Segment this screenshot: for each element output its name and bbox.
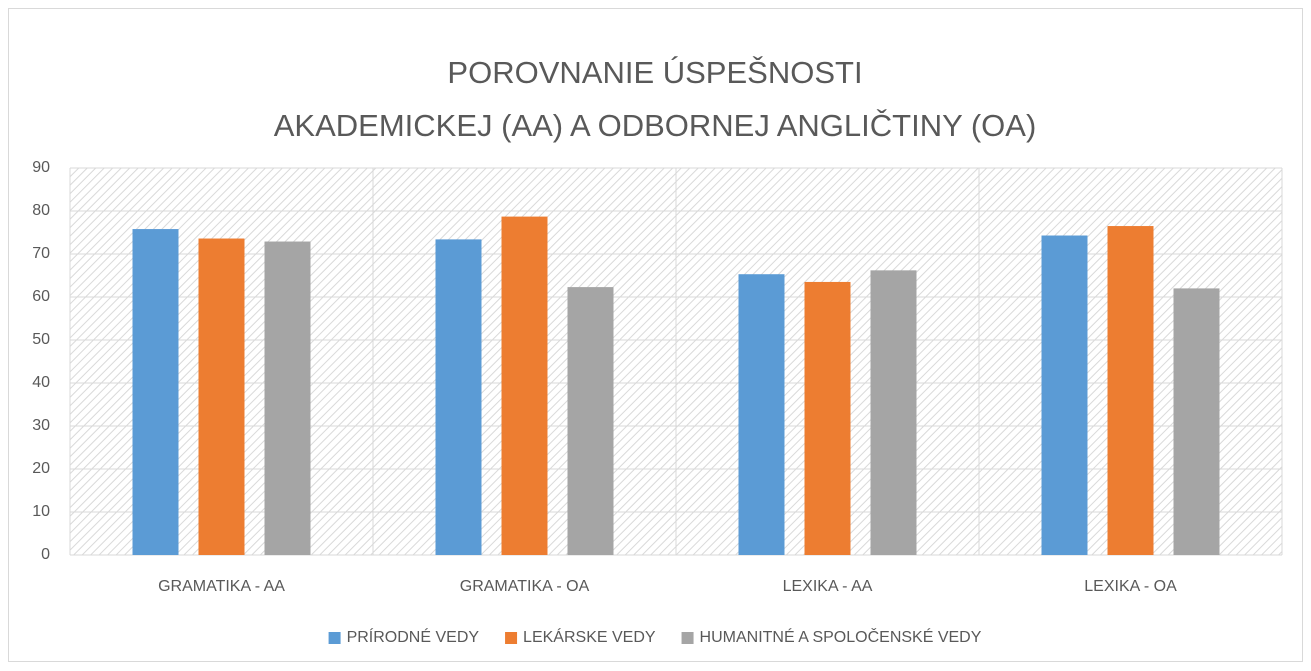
bar [567,287,614,555]
bar [501,216,548,555]
bar [1041,235,1088,555]
x-tick-label: LEXIKA - AA [783,578,873,595]
y-tick-label: 80 [32,202,50,219]
legend-swatch [328,632,341,644]
bar [198,238,245,555]
y-tick-label: 0 [41,546,50,563]
bar [435,239,482,555]
legend-swatch [681,632,694,644]
chart-title: AKADEMICKEJ (AA) A ODBORNEJ ANGLIČTINY (… [274,108,1037,143]
x-tick-label: GRAMATIKA - OA [460,578,590,595]
y-tick-label: 10 [32,503,50,520]
y-tick-label: 90 [32,159,50,176]
y-tick-label: 50 [32,331,50,348]
bar [132,229,179,555]
y-tick-label: 40 [32,374,50,391]
legend-label: LEKÁRSKE VEDY [523,627,656,646]
legend-label: PRÍRODNÉ VEDY [347,627,480,646]
legend-label: HUMANITNÉ A SPOLOČENSKÉ VEDY [700,627,982,646]
y-tick-label: 30 [32,417,50,434]
bar [1173,288,1220,555]
y-tick-label: 70 [32,245,50,262]
bar [804,281,851,555]
y-tick-label: 60 [32,288,50,305]
x-tick-label: LEXIKA - OA [1084,578,1177,595]
x-tick-label: GRAMATIKA - AA [158,578,285,595]
y-tick-label: 20 [32,460,50,477]
legend-swatch [505,632,518,644]
chart-title: POROVNANIE ÚSPEŠNOSTI [447,55,862,90]
bar [264,241,311,555]
bar [738,274,785,555]
bar [1107,226,1154,556]
bar [870,270,917,555]
